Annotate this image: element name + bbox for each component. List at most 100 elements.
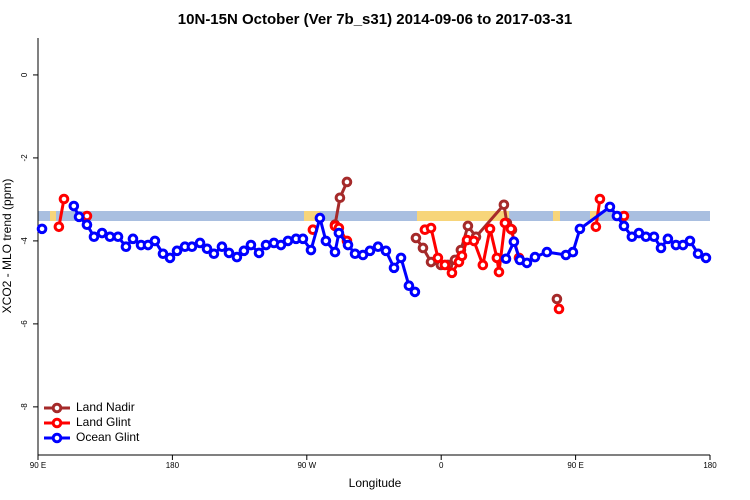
point xyxy=(425,222,437,234)
point xyxy=(484,223,496,235)
y-tick-label: -2 xyxy=(20,154,29,162)
point xyxy=(96,227,108,239)
x-tick-label: 180 xyxy=(166,461,180,470)
point xyxy=(282,235,294,247)
point xyxy=(648,231,660,243)
point xyxy=(120,241,132,253)
point xyxy=(590,221,602,233)
point xyxy=(81,219,93,231)
point xyxy=(594,193,606,205)
point xyxy=(245,239,257,251)
legend-marker xyxy=(51,432,63,444)
point xyxy=(349,248,361,260)
point xyxy=(372,241,384,253)
point xyxy=(127,233,139,245)
point xyxy=(662,233,674,245)
point xyxy=(88,231,100,243)
y-tick-label: -4 xyxy=(20,237,29,245)
point xyxy=(395,252,407,264)
land-band xyxy=(590,211,597,221)
point xyxy=(73,211,85,223)
point xyxy=(231,251,243,263)
point xyxy=(493,266,505,278)
point xyxy=(618,220,630,232)
point xyxy=(297,233,309,245)
point xyxy=(238,245,250,257)
x-tick-label: 90 E xyxy=(30,461,46,470)
land-band xyxy=(50,211,56,221)
land-band xyxy=(304,211,320,221)
point xyxy=(439,259,451,271)
point xyxy=(342,239,354,251)
point xyxy=(505,223,517,235)
point xyxy=(417,242,429,254)
point xyxy=(164,252,176,264)
y-axis-label: XCO2 - MLO trend (ppm) xyxy=(0,179,14,314)
point xyxy=(499,217,511,229)
point xyxy=(364,245,376,257)
point xyxy=(529,251,541,263)
point xyxy=(655,242,667,254)
point xyxy=(541,246,553,258)
legend-marker xyxy=(51,417,63,429)
y-tick-label: 0 xyxy=(20,72,29,77)
land-band xyxy=(553,211,560,221)
point xyxy=(333,227,345,239)
surface-strip xyxy=(38,211,710,221)
point xyxy=(68,200,80,212)
point xyxy=(611,210,623,222)
legend-marker xyxy=(51,402,63,414)
point xyxy=(409,286,421,298)
chart-title: 10N-15N October (Ver 7b_s31) 2014-09-06 … xyxy=(178,11,572,28)
legend-label: Ocean Glint xyxy=(76,430,140,444)
point xyxy=(329,246,341,258)
point xyxy=(640,231,652,243)
y-tick-label: -6 xyxy=(20,320,29,328)
point xyxy=(201,243,213,255)
point xyxy=(692,248,704,260)
point xyxy=(498,199,510,211)
point xyxy=(36,223,48,235)
point xyxy=(341,176,353,188)
legend-label: Land Glint xyxy=(76,415,131,429)
point xyxy=(58,193,70,205)
point xyxy=(477,259,489,271)
point xyxy=(403,280,415,292)
point xyxy=(462,220,474,232)
point xyxy=(104,231,116,243)
point xyxy=(334,192,346,204)
point xyxy=(410,232,422,244)
point xyxy=(508,236,520,248)
point xyxy=(53,221,65,233)
point xyxy=(380,245,392,257)
point xyxy=(551,293,563,305)
point xyxy=(314,212,326,224)
point xyxy=(216,241,228,253)
point xyxy=(388,262,400,274)
ocean-band xyxy=(38,211,710,221)
point xyxy=(553,303,565,315)
point xyxy=(432,252,444,264)
point xyxy=(684,235,696,247)
point xyxy=(81,210,93,222)
point xyxy=(208,248,220,260)
point xyxy=(446,267,458,279)
point xyxy=(567,246,579,258)
point xyxy=(574,223,586,235)
point xyxy=(491,252,503,264)
point xyxy=(305,244,317,256)
point xyxy=(521,257,533,269)
point xyxy=(604,201,616,213)
x-tick-label: 0 xyxy=(439,461,444,470)
point xyxy=(253,247,265,259)
point xyxy=(112,231,124,243)
point xyxy=(500,253,512,265)
point xyxy=(700,252,712,264)
land-band xyxy=(417,211,509,221)
point xyxy=(194,237,206,249)
point xyxy=(320,235,332,247)
point xyxy=(186,241,198,253)
x-tick-label: 180 xyxy=(703,461,717,470)
legend-label: Land Nadir xyxy=(76,400,135,414)
